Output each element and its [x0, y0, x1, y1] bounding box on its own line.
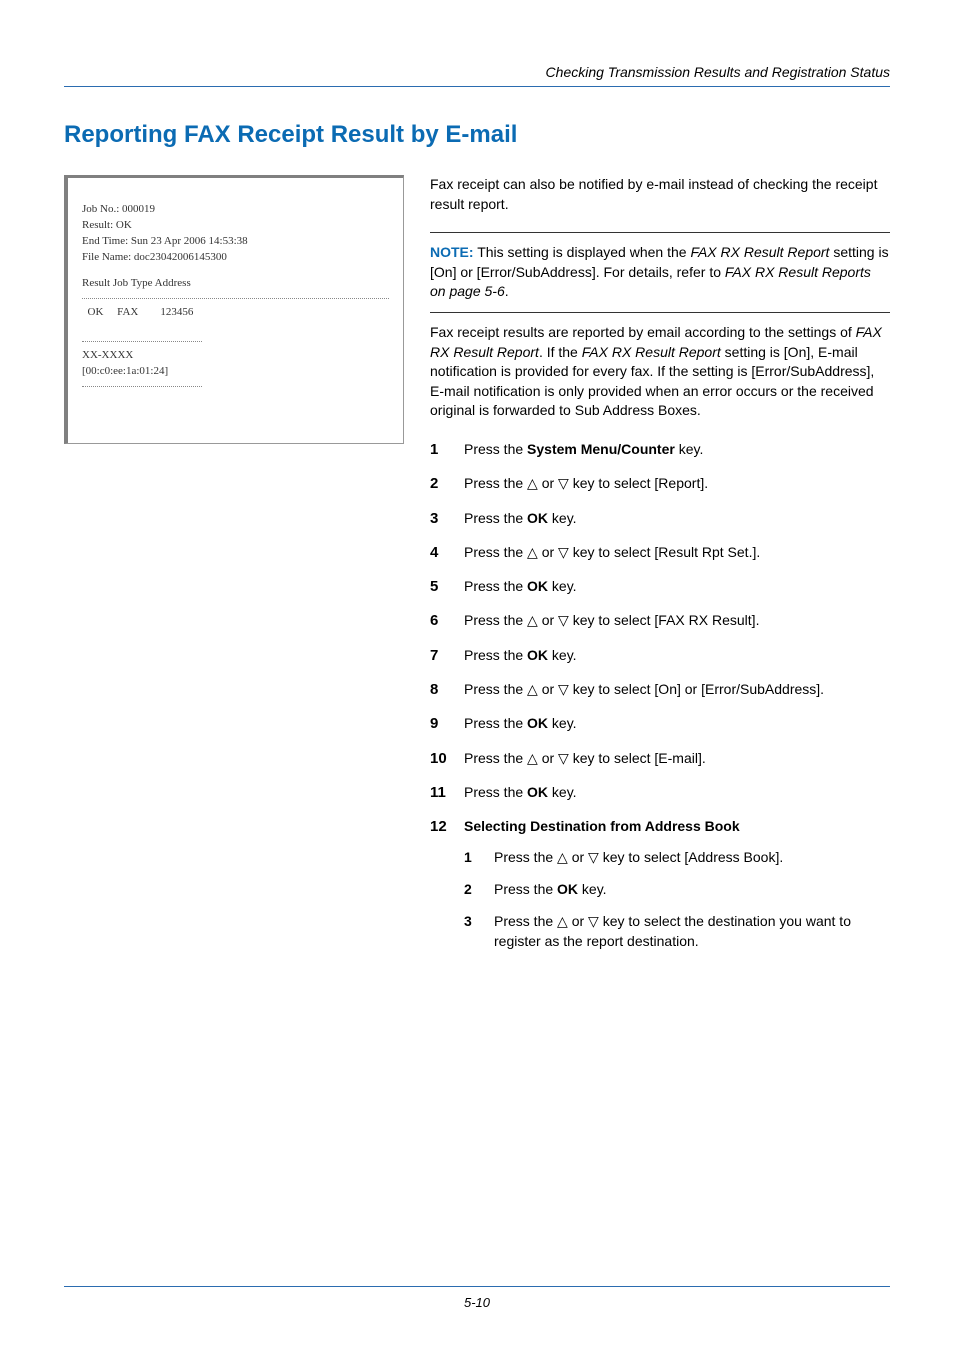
- note-text: .: [505, 283, 509, 299]
- note-text: This setting is displayed when the: [474, 244, 691, 260]
- step-number: 11: [430, 782, 458, 804]
- running-header: Checking Transmission Results and Regist…: [64, 64, 890, 86]
- fax-preview: Job No.: 000019 Result: OK End Time: Sun…: [64, 175, 404, 444]
- step-number: 1: [430, 439, 458, 461]
- step-number: 2: [430, 473, 458, 495]
- step-number: 5: [430, 576, 458, 598]
- intro-text: Fax receipt can also be notified by e-ma…: [430, 175, 890, 214]
- step-item: 9Press the OK key.: [430, 713, 890, 733]
- step-heading: Selecting Destination from Address Book: [464, 818, 740, 834]
- fax-divider-short: [82, 386, 202, 387]
- step-item: 4Press the △ or ▽ key to select [Result …: [430, 542, 890, 562]
- step-number: 4: [430, 542, 458, 564]
- note-label: NOTE:: [430, 244, 474, 260]
- substep-item: 1Press the △ or ▽ key to select [Address…: [464, 847, 890, 867]
- substep-list: 1Press the △ or ▽ key to select [Address…: [464, 847, 890, 952]
- substep-item: 2Press the OK key.: [464, 879, 890, 899]
- step-number: 8: [430, 679, 458, 701]
- step-item: 5Press the OK key.: [430, 576, 890, 596]
- step-number: 10: [430, 748, 458, 770]
- fax-line: End Time: Sun 23 Apr 2006 14:53:38: [82, 234, 389, 250]
- fax-line: File Name: doc23042006145300: [82, 250, 389, 266]
- step-number: 9: [430, 713, 458, 735]
- fax-line: XX-XXXX: [82, 348, 389, 364]
- fax-divider: [82, 298, 389, 299]
- step-number: 7: [430, 645, 458, 667]
- step-item: 2Press the △ or ▽ key to select [Report]…: [430, 473, 890, 493]
- fax-line: Job No.: 000019: [82, 202, 389, 218]
- fax-col-headers: Result Job Type Address: [82, 276, 389, 292]
- step-list: 1Press the System Menu/Counter key. 2Pres…: [430, 439, 890, 952]
- body-paragraph: Fax receipt results are reported by emai…: [430, 323, 890, 421]
- fax-line: [00:c0:ee:1a:01:24]: [82, 364, 389, 380]
- step-number: 6: [430, 610, 458, 632]
- substep-number: 2: [464, 879, 472, 899]
- page-footer: 5-10: [64, 1286, 890, 1310]
- step-item: 3Press the OK key.: [430, 508, 890, 528]
- para-text: Fax receipt results are reported by emai…: [430, 324, 856, 340]
- step-item: 6Press the △ or ▽ key to select [FAX RX …: [430, 610, 890, 630]
- note-block: NOTE: This setting is displayed when the…: [430, 232, 890, 313]
- step-item: 10Press the △ or ▽ key to select [E-mail…: [430, 748, 890, 768]
- step-number: 3: [430, 508, 458, 530]
- step-item: 12Selecting Destination from Address Boo…: [430, 816, 890, 951]
- note-italic: FAX RX Result Report: [690, 244, 829, 260]
- fax-row: OK FAX 123456: [82, 305, 389, 321]
- substep-number: 1: [464, 847, 472, 867]
- step-item: 1Press the System Menu/Counter key.: [430, 439, 890, 459]
- substep-item: 3Press the △ or ▽ key to select the dest…: [464, 911, 890, 952]
- page-title: Reporting FAX Receipt Result by E-mail: [64, 121, 890, 149]
- step-item: 11Press the OK key.: [430, 782, 890, 802]
- substep-number: 3: [464, 911, 472, 931]
- step-item: 7Press the OK key.: [430, 645, 890, 665]
- fax-divider-short: [82, 341, 202, 342]
- header-rule: [64, 86, 890, 87]
- para-text: . If the: [539, 344, 582, 360]
- para-italic: FAX RX Result Report: [582, 344, 721, 360]
- fax-line: Result: OK: [82, 218, 389, 234]
- step-item: 8Press the △ or ▽ key to select [On] or …: [430, 679, 890, 699]
- step-number: 12: [430, 816, 458, 838]
